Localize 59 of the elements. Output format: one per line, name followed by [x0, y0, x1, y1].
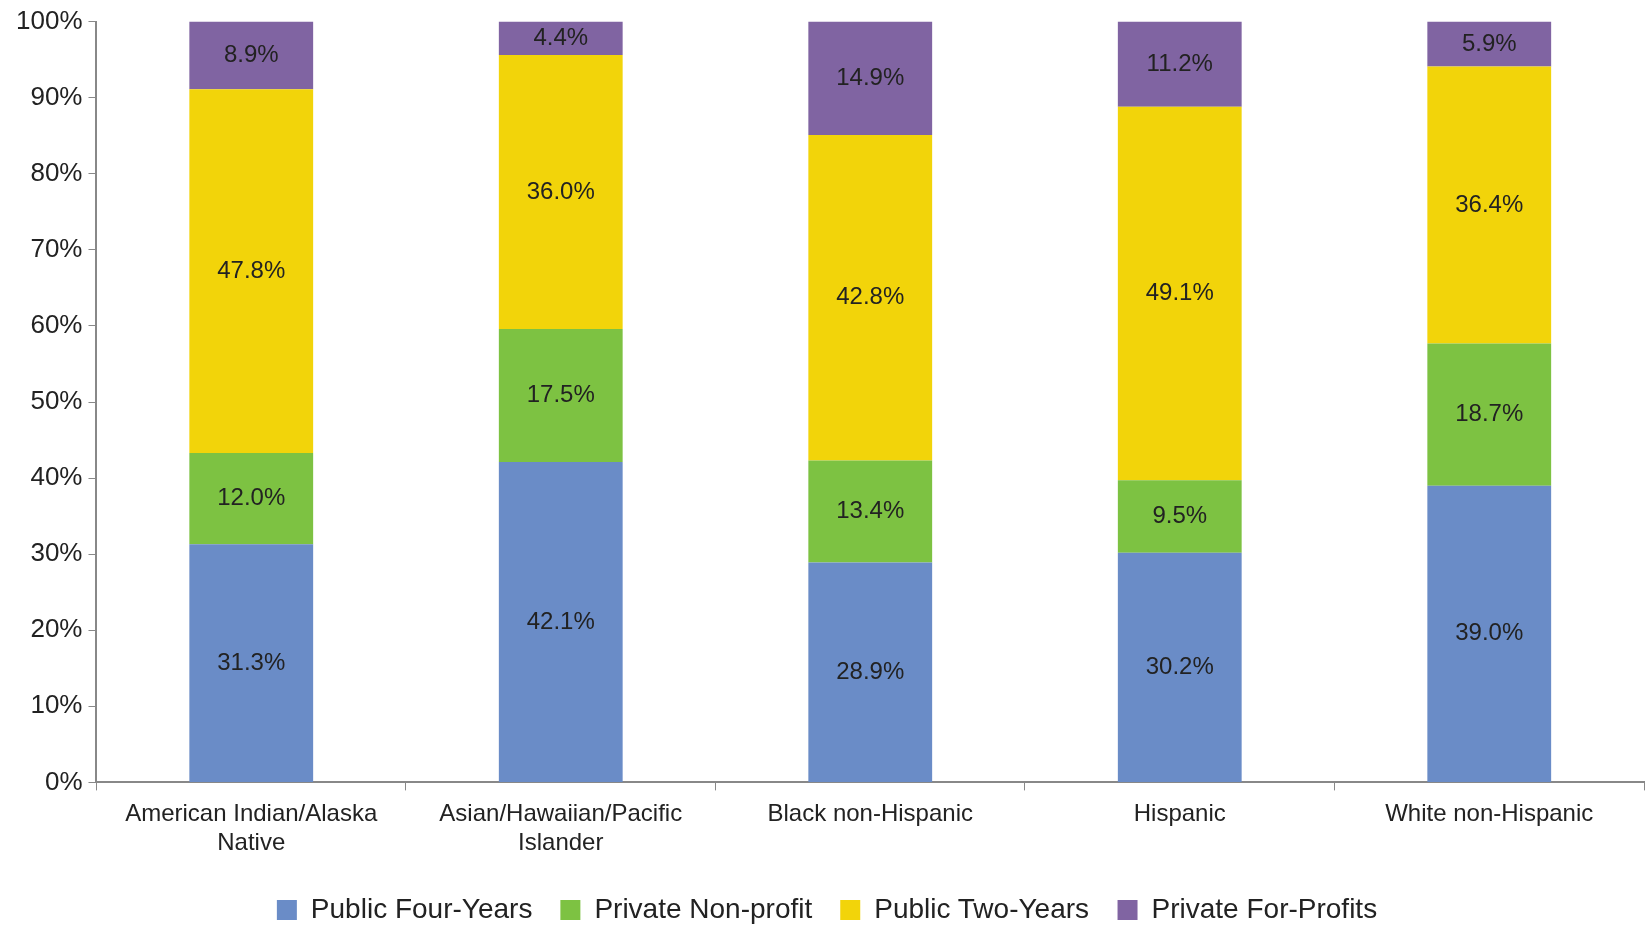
y-tick-label: 30%: [30, 537, 83, 568]
bar: [1117, 552, 1242, 782]
bar: [808, 21, 933, 135]
data-label: 28.9%: [836, 656, 905, 684]
y-tick-label: 70%: [30, 233, 83, 264]
x-tick-label: White non-Hispanic: [1385, 799, 1594, 827]
bar: [189, 89, 314, 453]
data-label: 14.9%: [836, 62, 905, 90]
y-tick-label: 20%: [30, 613, 83, 644]
bar: [189, 544, 314, 782]
data-label: 36.4%: [1455, 189, 1524, 217]
x-tick-label: Asian/Hawaiian/Pacific Islander: [439, 799, 683, 856]
data-label: 47.8%: [217, 255, 286, 283]
legend-label: Public Two-Years: [874, 892, 1090, 924]
bar: [1427, 66, 1552, 344]
bar: [189, 21, 314, 90]
x-tick-label: Black non-Hispanic: [767, 799, 973, 827]
data-label: 30.2%: [1145, 651, 1214, 679]
bar: [1117, 106, 1242, 481]
data-label: 13.4%: [836, 496, 905, 524]
data-label: 42.1%: [526, 606, 595, 634]
data-label: 49.1%: [1145, 278, 1214, 306]
data-label: 5.9%: [1461, 28, 1517, 56]
x-tick-label: Hispanic: [1133, 799, 1226, 827]
y-tick-label: 50%: [30, 385, 83, 416]
data-label: 36.0%: [526, 176, 595, 204]
y-tick-label: 10%: [30, 689, 83, 720]
bar: [1117, 21, 1242, 107]
data-label: 18.7%: [1455, 399, 1524, 427]
legend-label: Private Non-profit: [594, 892, 813, 924]
bar: [189, 452, 314, 545]
bar: [1427, 21, 1552, 67]
bar: [1427, 343, 1552, 486]
bar: [808, 562, 933, 782]
data-label: 11.2%: [1146, 48, 1213, 76]
bar: [498, 462, 623, 782]
bar: [808, 134, 933, 461]
bar: [1427, 485, 1552, 782]
data-label: 31.3%: [217, 647, 286, 675]
y-tick-label: 40%: [30, 461, 83, 492]
data-label: 8.9%: [223, 40, 279, 68]
data-label: 42.8%: [836, 282, 905, 310]
y-tick-label: 80%: [30, 156, 83, 187]
data-label: 4.4%: [533, 22, 589, 50]
data-label: 39.0%: [1455, 618, 1524, 646]
x-tick-label: American Indian/Alaska Native: [125, 799, 378, 856]
bar: [808, 460, 933, 563]
data-label: 12.0%: [217, 483, 286, 511]
bar: [498, 55, 623, 329]
y-tick-label: 90%: [30, 80, 83, 111]
y-tick-label: 0%: [44, 765, 83, 796]
legend-label: Public Four-Years: [310, 892, 533, 924]
bar: [498, 328, 623, 463]
y-tick-label: 60%: [30, 309, 83, 340]
legend-label: Private For-Profits: [1151, 892, 1378, 924]
bar: [1117, 480, 1242, 553]
data-label: 17.5%: [526, 380, 595, 408]
y-tick-label: 100%: [16, 4, 83, 35]
data-label: 9.5%: [1152, 501, 1208, 529]
